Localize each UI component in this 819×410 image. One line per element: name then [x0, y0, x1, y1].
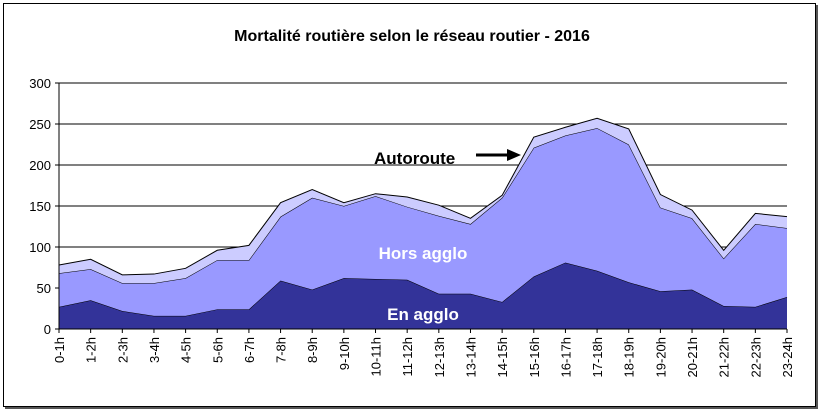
x-tick-label: 6-7h	[242, 337, 257, 363]
x-tick-label: 2-3h	[115, 337, 130, 363]
x-tick-label: 15-16h	[527, 337, 542, 377]
x-tick-label: 20-21h	[685, 337, 700, 377]
annotation-hors-agglo: Hors agglo	[379, 244, 468, 263]
y-tick-label: 250	[29, 117, 51, 132]
x-tick-label: 0-1h	[52, 337, 67, 363]
x-tick-label: 7-8h	[274, 337, 289, 363]
x-tick-label: 23-24h	[780, 337, 795, 377]
area-en-agglo	[59, 262, 787, 329]
x-tick-label: 14-15h	[495, 337, 510, 377]
x-tick-label: 10-11h	[369, 337, 384, 377]
chart-frame: Mortalité routière selon le réseau routi…	[3, 3, 816, 407]
x-tick-label: 8-9h	[305, 337, 320, 363]
x-tick-label: 22-23h	[748, 337, 763, 377]
annotations: Autoroute Hors agglo En agglo	[374, 149, 521, 324]
y-tick-label: 200	[29, 158, 51, 173]
annotation-en-agglo: En agglo	[387, 305, 459, 324]
x-tick-label: 1-2h	[84, 337, 99, 363]
y-tick-label: 0	[44, 322, 51, 337]
y-tick-label: 50	[37, 281, 51, 296]
x-tick-label: 16-17h	[558, 337, 573, 377]
x-tick-label: 21-22h	[717, 337, 732, 377]
y-tick-labels: 0 50 100 150 200 250 300	[29, 76, 51, 337]
x-tick-label: 17-18h	[590, 337, 605, 377]
x-tick-label: 19-20h	[653, 337, 668, 377]
x-tick-label: 11-12h	[400, 337, 415, 377]
chart-areas	[58, 117, 788, 329]
area-hors-agglo	[59, 128, 787, 316]
y-tick-label: 100	[29, 240, 51, 255]
x-tick-label: 3-4h	[147, 337, 162, 363]
x-tick-label: 4-5h	[179, 337, 194, 363]
x-tick-label: 9-10h	[337, 337, 352, 370]
line-autoroute	[58, 117, 788, 276]
y-tick-label: 300	[29, 76, 51, 91]
annotation-autoroute: Autoroute	[374, 149, 455, 168]
x-tick-label: 18-19h	[622, 337, 637, 377]
y-tick-label: 150	[29, 199, 51, 214]
annotation-arrow-head	[507, 149, 521, 161]
x-tick-label: 5-6h	[210, 337, 225, 363]
x-tick-label: 13-14h	[463, 337, 478, 377]
chart-title: Mortalité routière selon le réseau routi…	[234, 28, 590, 45]
x-tick-label: 12-13h	[432, 337, 447, 377]
axes	[55, 82, 788, 333]
area-chart: Mortalité routière selon le réseau routi…	[29, 28, 795, 377]
x-tick-labels: 0-1h 1-2h 2-3h 3-4h 4-5h 5-6h 6-7h 7-8h 8-9h 9-10…	[52, 337, 795, 377]
